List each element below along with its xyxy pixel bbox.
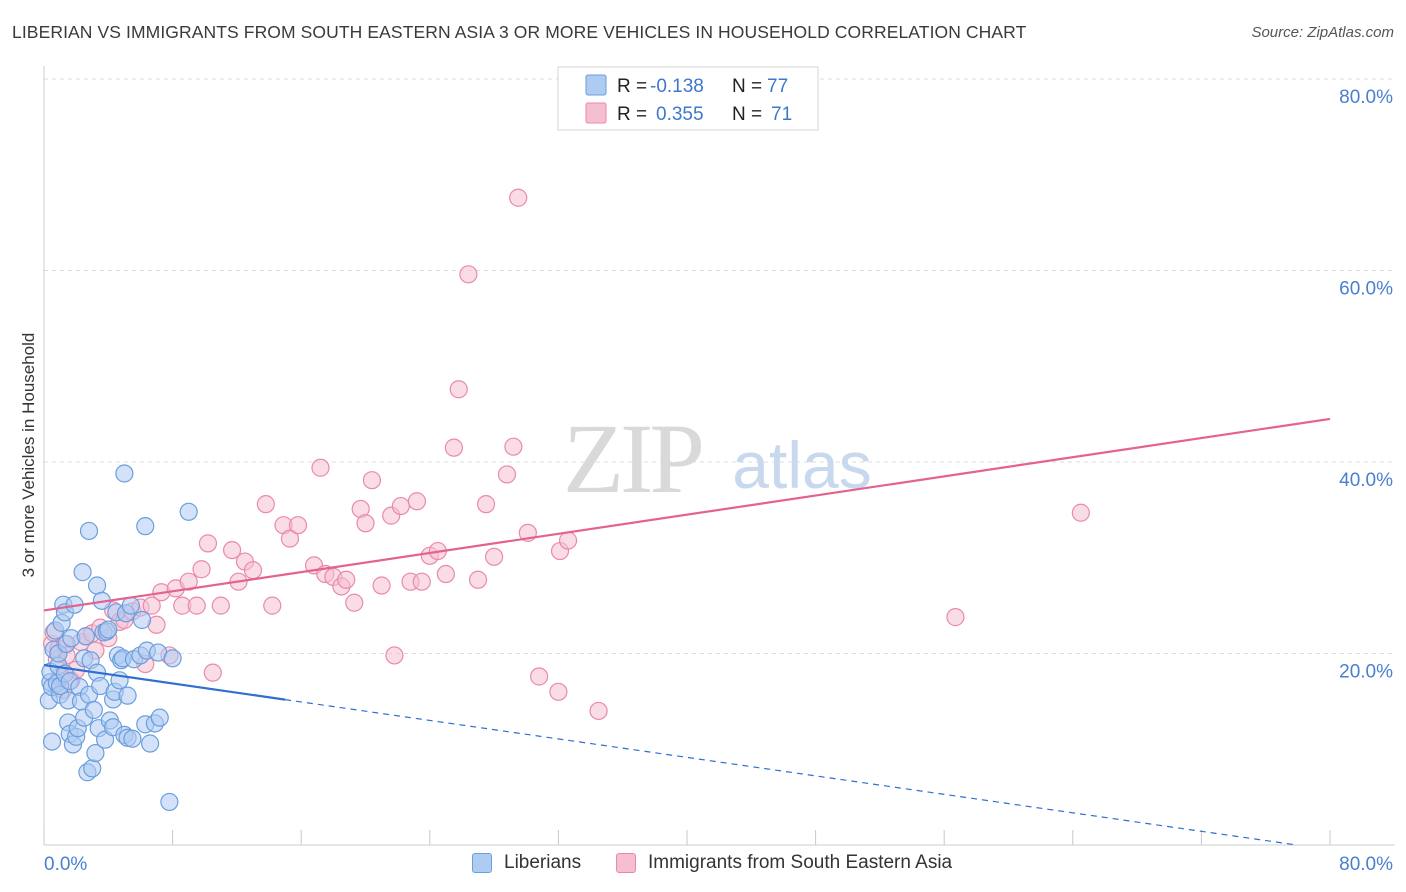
data-point-immigrants xyxy=(337,570,356,589)
series-immigrants-se-asia-points xyxy=(42,188,1090,721)
data-point-immigrants xyxy=(589,701,608,721)
data-point-liberians xyxy=(76,627,95,646)
y-tick-label: 60.0% xyxy=(1339,279,1393,300)
data-point-immigrants xyxy=(436,564,455,584)
y-axis-label: 3 or more Vehicles in Household xyxy=(19,333,38,578)
data-point-immigrants xyxy=(509,188,528,207)
data-point-liberians xyxy=(118,686,137,705)
data-point-immigrants xyxy=(449,380,468,399)
data-point-liberians xyxy=(79,521,99,541)
legend-r-value-1: -0.138 xyxy=(650,76,704,97)
data-point-immigrants xyxy=(1071,503,1090,522)
data-point-liberians xyxy=(115,464,134,483)
legend-r-value-2: 0.355 xyxy=(656,104,704,125)
y-tick-label: 40.0% xyxy=(1339,470,1393,491)
data-point-immigrants xyxy=(142,596,161,615)
data-point-immigrants xyxy=(256,495,275,514)
bottom-legend-liberians: Liberians xyxy=(472,852,581,874)
y-tick-label: 20.0% xyxy=(1339,662,1393,683)
data-point-immigrants xyxy=(280,529,300,548)
trend-lines xyxy=(43,417,1331,846)
data-point-liberians xyxy=(179,502,198,521)
data-point-liberians xyxy=(150,708,169,727)
data-point-immigrants xyxy=(504,437,523,456)
data-point-immigrants xyxy=(243,561,263,580)
data-point-immigrants xyxy=(222,540,242,560)
data-point-immigrants xyxy=(468,570,488,589)
tick-labels: 20.0% 40.0% 60.0% 80.0% 0.0% 80.0% xyxy=(44,87,1393,875)
data-point-immigrants xyxy=(179,572,198,591)
data-point-liberians xyxy=(99,620,118,639)
data-point-immigrants xyxy=(345,593,364,612)
x-tick-label-min: 0.0% xyxy=(44,854,87,875)
data-point-immigrants xyxy=(263,596,282,615)
data-point-liberians xyxy=(140,734,160,753)
watermark: ZIP atlas xyxy=(563,403,872,514)
data-point-immigrants xyxy=(311,458,330,477)
bottom-legend: Liberians Immigrants from South Eastern … xyxy=(0,848,1406,880)
trendline-liberians-extension xyxy=(285,699,1297,846)
chart-title: LIBERIAN VS IMMIGRANTS FROM SOUTH EASTER… xyxy=(12,22,1027,42)
data-point-liberians xyxy=(123,729,142,748)
bottom-legend-label: Immigrants from South Eastern Asia xyxy=(648,852,953,873)
legend-swatch-liberians xyxy=(585,74,607,96)
data-point-immigrants xyxy=(497,465,517,484)
data-point-immigrants xyxy=(476,495,496,514)
data-point-immigrants xyxy=(198,534,218,553)
bottom-legend-immigrants: Immigrants from South Eastern Asia xyxy=(616,852,952,874)
data-point-immigrants xyxy=(549,682,568,701)
legend-swatch-immigrants xyxy=(585,102,607,124)
data-point-immigrants xyxy=(530,667,549,686)
data-point-immigrants xyxy=(558,531,578,550)
data-point-liberians xyxy=(132,610,152,630)
data-point-immigrants xyxy=(946,608,965,627)
legend-n-label-1: N = xyxy=(732,76,762,97)
y-tick-label: 80.0% xyxy=(1339,87,1393,108)
data-point-immigrants xyxy=(412,572,431,591)
legend-n-value-2: 71 xyxy=(771,104,792,125)
data-point-immigrants xyxy=(391,496,410,516)
x-tick-label-max: 80.0% xyxy=(1339,854,1393,875)
data-point-immigrants xyxy=(187,596,206,615)
data-point-immigrants xyxy=(459,265,478,284)
data-point-liberians xyxy=(84,700,103,720)
trendline-liberians xyxy=(43,663,286,701)
bottom-legend-label: Liberians xyxy=(504,852,582,873)
source-credit: Source: ZipAtlas.com xyxy=(1251,24,1394,41)
data-point-immigrants xyxy=(407,492,427,511)
data-point-liberians xyxy=(136,517,155,536)
data-point-immigrants xyxy=(485,547,504,566)
data-point-liberians xyxy=(87,576,107,595)
axes xyxy=(43,66,1395,846)
data-point-liberians xyxy=(86,743,105,763)
data-point-liberians xyxy=(163,649,182,668)
data-point-liberians xyxy=(42,732,62,751)
data-point-immigrants xyxy=(385,646,404,665)
data-point-immigrants xyxy=(372,576,391,595)
data-point-immigrants xyxy=(444,438,464,457)
data-point-immigrants xyxy=(203,663,222,682)
data-point-immigrants xyxy=(211,596,230,615)
data-point-liberians xyxy=(83,759,102,778)
immigrants-swatch xyxy=(616,853,636,873)
legend-r-label-1: R = xyxy=(617,76,647,97)
watermark-zip: ZIP xyxy=(563,403,701,514)
data-point-immigrants xyxy=(356,514,375,533)
legend-r-label-2: R = xyxy=(617,104,647,125)
data-point-liberians xyxy=(73,563,92,582)
data-point-liberians xyxy=(160,792,179,812)
legend: R = -0.138 N = 77 R = 0.355 N = 71 xyxy=(557,66,819,131)
data-point-liberians xyxy=(121,596,140,615)
legend-n-value-1: 77 xyxy=(767,76,788,97)
trendline-immigrants xyxy=(43,417,1331,612)
data-point-immigrants xyxy=(362,471,382,490)
series-liberians-points xyxy=(39,464,198,812)
legend-n-label-2: N = xyxy=(732,104,762,125)
data-point-immigrants xyxy=(192,560,211,579)
liberians-swatch xyxy=(472,853,492,873)
data-point-immigrants xyxy=(288,516,308,535)
